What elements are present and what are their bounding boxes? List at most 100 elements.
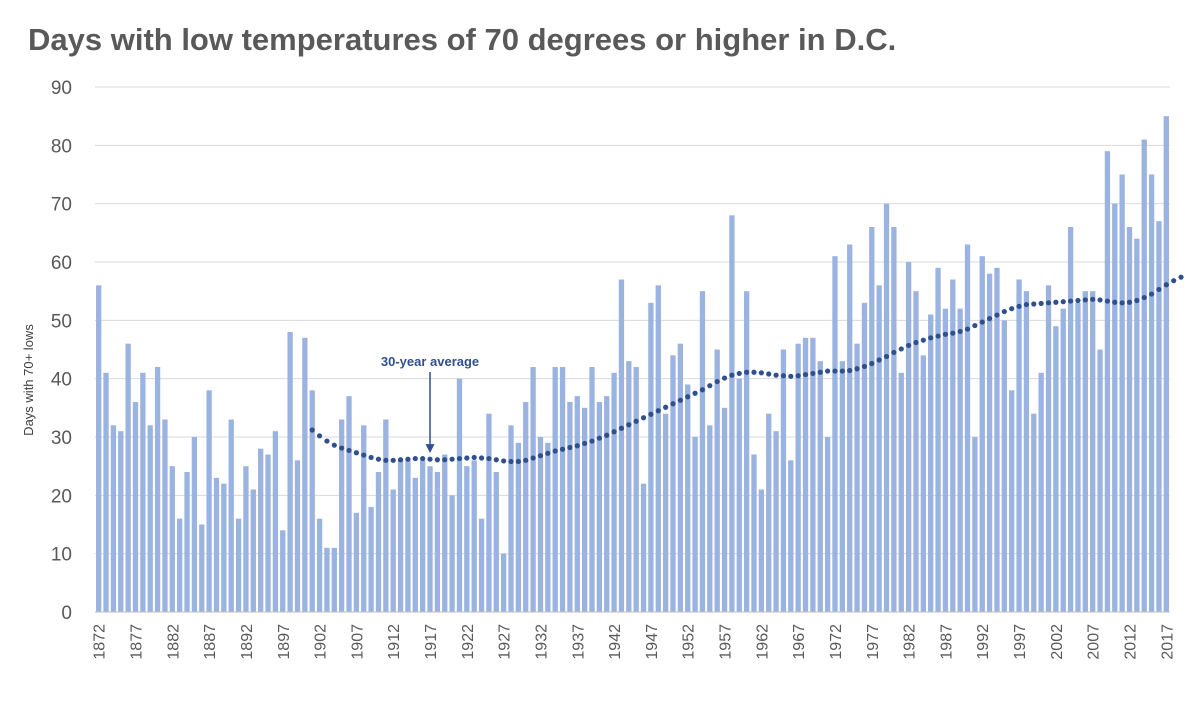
trend-point <box>692 390 698 396</box>
trend-point <box>1038 300 1044 307</box>
trend-point <box>1126 299 1133 305</box>
bar <box>979 256 985 612</box>
trend-point <box>773 372 779 378</box>
trend-point <box>876 357 882 363</box>
bar <box>1163 116 1169 613</box>
y-axis-label: Days with 70+ lows <box>21 324 36 436</box>
y-tick-label: 20 <box>51 486 72 507</box>
bar <box>766 413 772 612</box>
bar <box>1031 413 1037 612</box>
trend-point <box>1067 298 1074 304</box>
trend-point <box>1053 299 1059 305</box>
trend-point <box>979 319 985 325</box>
bar <box>427 466 433 612</box>
trend-point <box>442 457 448 463</box>
bar <box>530 367 536 612</box>
trend-point <box>913 339 919 346</box>
trend-point <box>1097 297 1103 303</box>
bar <box>788 460 794 612</box>
trend-point <box>552 448 558 454</box>
bar <box>1060 308 1066 612</box>
trend-point <box>559 446 566 452</box>
bar <box>1104 151 1111 612</box>
bar <box>618 279 625 612</box>
bar <box>1112 203 1118 612</box>
bar <box>736 378 742 612</box>
trend-point <box>530 455 536 461</box>
trend-point <box>604 432 610 438</box>
trend-point <box>427 456 433 462</box>
bar <box>559 367 566 612</box>
trend-point <box>707 383 713 389</box>
x-tick-label: 1977 <box>865 624 882 660</box>
gridlines <box>95 86 1170 555</box>
bar <box>390 489 396 612</box>
trend-point <box>449 456 455 462</box>
y-tick-label: 70 <box>51 195 72 216</box>
trend-point <box>861 363 868 370</box>
bar <box>898 372 904 612</box>
trend-point <box>780 373 787 379</box>
bar <box>412 477 418 612</box>
trend-point <box>1075 297 1081 304</box>
x-tick-label: 1877 <box>128 624 145 660</box>
bar <box>994 267 1000 612</box>
bar <box>493 472 499 612</box>
bar <box>839 361 845 612</box>
bar <box>309 390 315 612</box>
bar <box>1053 326 1059 612</box>
chart-title: Days with low temperatures of 70 degrees… <box>28 22 897 57</box>
bar <box>950 279 956 612</box>
trend-point <box>405 456 411 462</box>
bar <box>942 308 949 612</box>
bar <box>1023 291 1030 612</box>
trend-point <box>456 455 463 462</box>
bar <box>103 372 109 612</box>
trend-point <box>987 315 993 322</box>
bar <box>287 332 293 612</box>
bar <box>250 489 256 612</box>
trend-point <box>353 450 359 456</box>
annotation-label: 30-year average <box>381 354 479 369</box>
bar <box>1148 174 1155 612</box>
bar <box>1038 372 1044 612</box>
bar <box>258 448 264 612</box>
bar <box>611 372 617 612</box>
x-tick-label: 1917 <box>423 624 440 660</box>
bar <box>817 361 823 612</box>
trend-point <box>508 458 514 465</box>
bar <box>795 343 801 612</box>
bar <box>581 407 588 612</box>
bar <box>162 419 168 612</box>
bar <box>478 518 485 612</box>
trend-point <box>839 368 845 374</box>
trend-point <box>685 394 691 400</box>
x-tick-label: 1887 <box>202 624 219 660</box>
bar <box>537 437 544 612</box>
x-tick-label: 2002 <box>1049 624 1066 660</box>
bar <box>1090 291 1096 612</box>
bar <box>707 425 713 612</box>
bar <box>773 431 779 612</box>
trend-point <box>420 455 426 462</box>
bar <box>508 425 514 612</box>
bar <box>147 425 153 612</box>
bar <box>648 302 654 612</box>
trend-point <box>537 453 544 459</box>
trend-point <box>1163 282 1169 288</box>
x-tick-label: 1962 <box>754 624 771 660</box>
trend-point <box>1141 294 1147 301</box>
x-tick-label: 1942 <box>607 624 624 660</box>
y-tick-label: 90 <box>51 78 72 99</box>
trend-point <box>802 371 809 378</box>
x-tick-label: 1922 <box>460 624 477 660</box>
bar <box>434 472 441 612</box>
trend-point <box>1009 306 1015 312</box>
bar <box>626 361 632 612</box>
trend-point <box>589 438 595 444</box>
trend-point <box>714 378 720 385</box>
bar <box>1045 285 1052 612</box>
bar <box>1009 390 1015 612</box>
